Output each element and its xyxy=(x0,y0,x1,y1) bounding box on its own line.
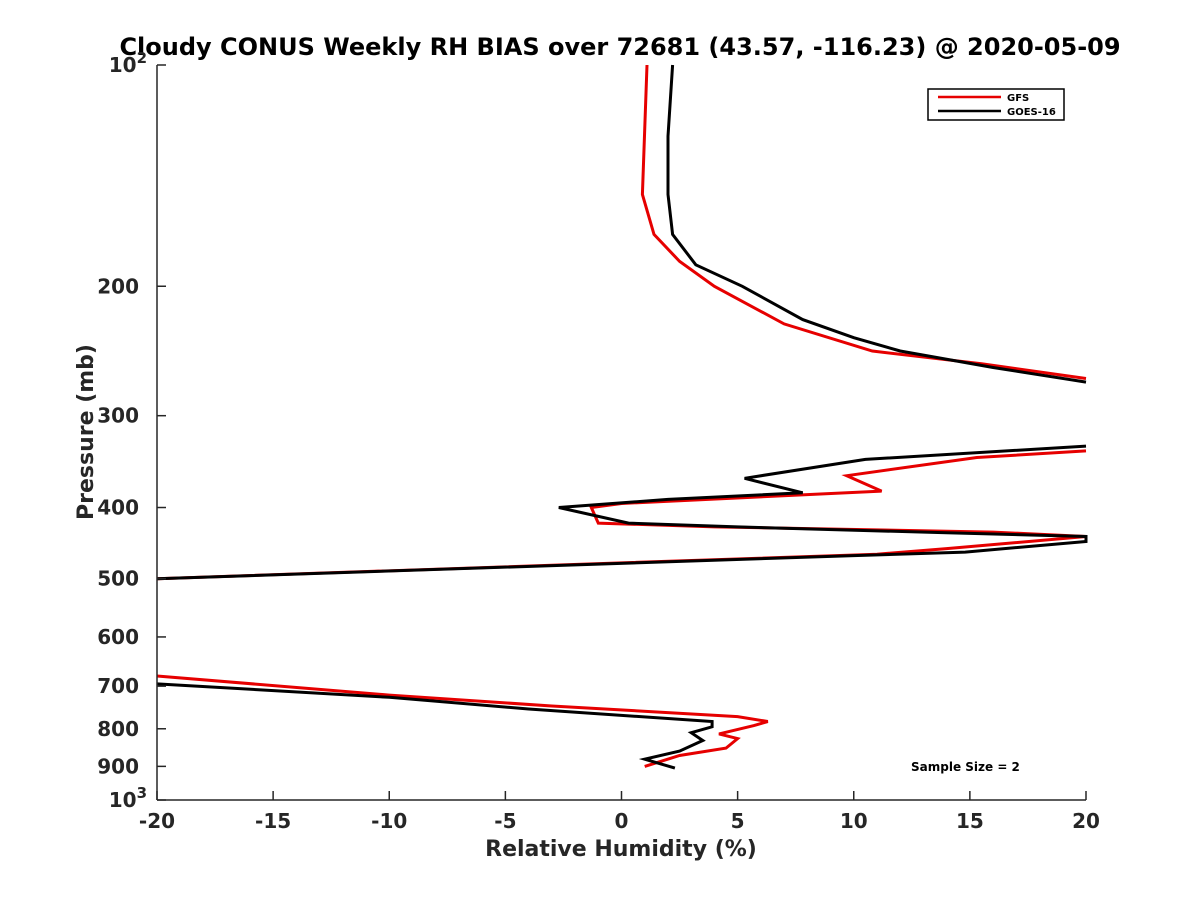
x-tick-label: -15 xyxy=(255,809,291,833)
y-tick-label: 800 xyxy=(97,717,139,741)
y-tick-label: 102 xyxy=(109,49,147,77)
sample-size-annotation: Sample Size = 2 xyxy=(911,760,1020,774)
series-line-goes16-segment-3 xyxy=(156,682,714,770)
y-tick-label: 200 xyxy=(97,274,139,298)
plot-area xyxy=(157,65,1086,800)
series-line-goes16-segment-2 xyxy=(156,444,1088,581)
y-tick-label: 600 xyxy=(97,625,139,649)
y-tick-label: 103 xyxy=(109,784,147,812)
y-tick-label: 700 xyxy=(97,674,139,698)
x-axis-label: Relative Humidity (%) xyxy=(485,837,757,862)
x-tick-label: -5 xyxy=(494,809,516,833)
legend-box xyxy=(927,88,1065,121)
legend-label-gfs: GFS xyxy=(1007,93,1029,104)
y-tick-label-base: 900 xyxy=(97,754,139,778)
y-tick-label-base: 500 xyxy=(97,567,139,591)
series-line-goes16-segment-1 xyxy=(666,64,1087,384)
y-tick-label: 500 xyxy=(97,567,139,591)
x-tick-label: 0 xyxy=(615,809,629,833)
x-tick-label: -10 xyxy=(371,809,407,833)
series-line-gfs-segment-3 xyxy=(156,674,769,768)
y-axis-label: Pressure (mb) xyxy=(74,344,99,520)
y-tick-label-base: 200 xyxy=(97,274,139,298)
y-tick-label: 300 xyxy=(97,404,139,428)
y-tick-label-base: 10 xyxy=(109,53,137,77)
x-tick-label: -20 xyxy=(139,809,175,833)
x-tick-label: 5 xyxy=(731,809,745,833)
x-axis-ticks: -20 -15 -10 -5 0 5 10 15 20 xyxy=(139,791,1100,833)
y-tick-label: 900 xyxy=(97,754,139,778)
y-tick-label: 400 xyxy=(97,496,139,520)
x-tick-label: 15 xyxy=(956,809,984,833)
legend-label-goes16: GOES-16 xyxy=(1007,107,1056,118)
y-tick-label-base: 400 xyxy=(97,496,139,520)
y-tick-label-base: 700 xyxy=(97,674,139,698)
y-tick-label-base: 300 xyxy=(97,404,139,428)
series-line-gfs-segment-2 xyxy=(156,449,1087,581)
y-tick-label-exponent: 3 xyxy=(137,784,147,802)
y-tick-label-base: 800 xyxy=(97,717,139,741)
x-tick-label: 20 xyxy=(1072,809,1100,833)
series-layer xyxy=(156,64,1088,770)
y-tick-label-base: 10 xyxy=(109,788,137,812)
legend: GFS GOES-16 xyxy=(927,88,1065,121)
x-tick-label: 10 xyxy=(840,809,868,833)
y-tick-label-base: 600 xyxy=(97,625,139,649)
chart-title: Cloudy CONUS Weekly RH BIAS over 72681 (… xyxy=(119,33,1120,61)
y-tick-label-exponent: 2 xyxy=(137,49,147,67)
